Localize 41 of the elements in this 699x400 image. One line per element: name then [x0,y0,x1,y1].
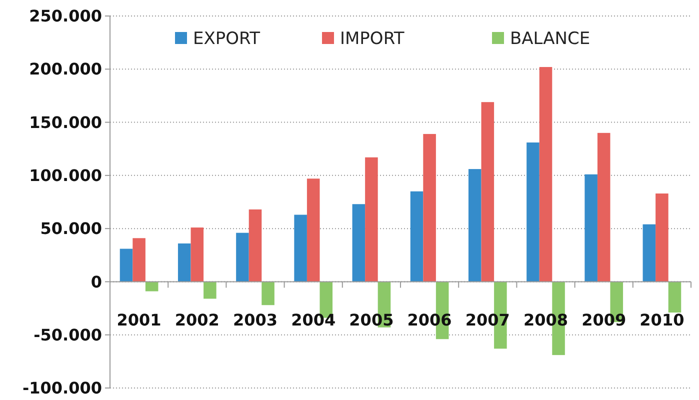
bar [365,157,378,282]
x-tick-label: 2009 [582,310,626,330]
bar [410,191,424,282]
bar [656,193,668,282]
y-tick-label: 0 [90,272,102,292]
legend-label: EXPORT [193,28,261,49]
bar [204,282,216,299]
y-tick-label: -100.000 [22,378,102,398]
x-tick-label: 2001 [116,310,162,330]
bar [668,282,682,313]
x-tick-label: 2002 [174,310,220,330]
bar [132,238,146,282]
bar [642,224,656,282]
y-tick-label: 150.000 [29,112,102,132]
y-tick-label: -50.000 [34,325,102,344]
bar [352,204,366,282]
x-tick-label: 2004 [291,310,336,330]
bar [236,232,249,282]
legend-label: IMPORT [340,28,405,49]
bar [526,142,540,282]
x-tick-label: 2003 [232,310,278,330]
legend-label: BALANCE [510,28,590,49]
bar [294,214,307,282]
x-tick-label: 2010 [640,310,684,330]
y-tick-label: 100.000 [29,166,102,186]
bar [190,228,204,282]
bar [262,282,274,306]
y-tick-label: 200.000 [29,60,102,79]
bar [468,169,482,282]
bar [481,102,494,282]
bar [120,248,133,282]
bar [423,134,436,282]
bar [306,178,320,282]
bar [248,209,262,282]
bar [178,243,191,282]
bar [145,282,158,292]
bar [539,67,552,282]
y-tick-label: 250.000 [29,6,102,26]
bar [597,132,610,282]
y-tick-label: 50.000 [40,219,102,238]
bar [584,174,598,282]
